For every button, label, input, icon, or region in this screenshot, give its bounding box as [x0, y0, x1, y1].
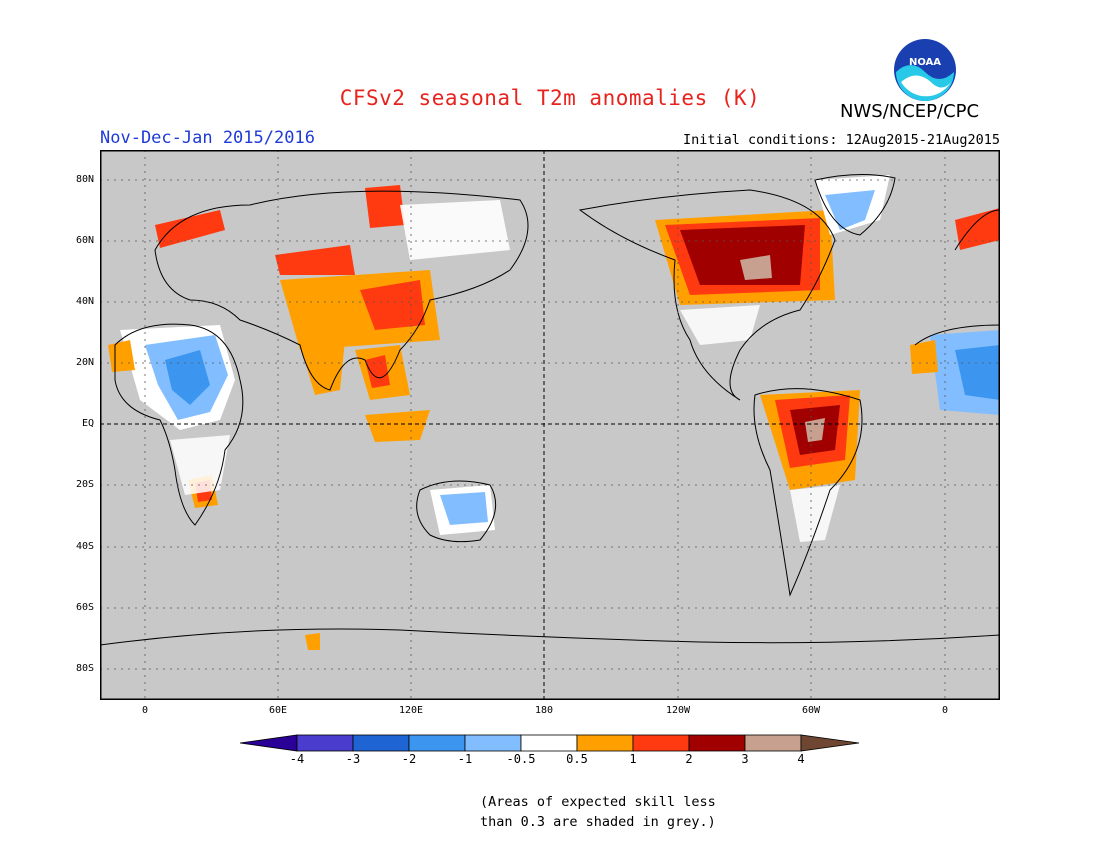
colorbar-label-1: 1 [629, 752, 637, 766]
siberia-hot [275, 245, 355, 275]
lon-label-60w: 60W [801, 705, 821, 716]
colorbar [240, 734, 860, 752]
colorbar-bin-2-3 [688, 734, 746, 752]
skill-note: (Areas of expected skill less than 0.3 a… [480, 792, 716, 832]
usa-white [680, 305, 760, 345]
australia-cool [440, 492, 488, 525]
lat-label-eq: EQ [81, 418, 94, 429]
lat-label-80n: 80N [75, 174, 94, 185]
lat-label-40n: 40N [75, 296, 94, 307]
lat-label-20n: 20N [75, 357, 94, 368]
colorbar-label-m3: -3 [345, 752, 361, 766]
lat-label-60s: 60S [75, 602, 94, 613]
scandinavia-warm-2 [955, 208, 1000, 250]
colorbar-label-05: 0.5 [566, 752, 588, 766]
canada-very-hot [680, 225, 805, 285]
noaa-logo: NOAA [894, 39, 956, 101]
africa-colder-right [955, 345, 1000, 400]
lon-label-180: 180 [534, 705, 554, 716]
colorbar-label-4: 4 [797, 752, 805, 766]
colorbar-bin-1-2 [632, 734, 690, 752]
map-frame [100, 150, 1000, 700]
lat-label-80s: 80S [75, 663, 94, 674]
colorbar-label-m4: -4 [289, 752, 305, 766]
siberia-warm-top [365, 185, 405, 228]
colorbar-bin-m1-m05 [464, 734, 522, 752]
lon-gridlines [144, 150, 946, 700]
colorbar-label-3: 3 [741, 752, 749, 766]
agency-label: NWS/NCEP/CPC [840, 101, 980, 122]
lat-gridlines [100, 179, 1000, 670]
scandinavia-warm [155, 210, 225, 248]
colorbar-label-2: 2 [685, 752, 693, 766]
colorbar-label-m05: -0.5 [506, 752, 536, 766]
lat-label-20s: 20S [75, 479, 94, 490]
colorbar-high-arrow [800, 734, 860, 752]
siberia-white [400, 200, 510, 260]
colorbar-bin-3-4 [744, 734, 802, 752]
west-africa-warm-right [910, 340, 938, 374]
sa-white [790, 485, 840, 542]
skill-note-line-2: than 0.3 are shaded in grey.) [480, 814, 716, 830]
canada-core [740, 255, 772, 280]
sa-core [805, 418, 825, 442]
colorbar-low-arrow [240, 734, 298, 752]
africa-colder-patch [165, 350, 210, 405]
greenland-cool [825, 190, 875, 230]
indonesia-warm [365, 410, 430, 442]
africa-white-south [170, 435, 230, 495]
colorbar-bin-m4-m3 [296, 734, 354, 752]
colorbar-bin-05-1 [576, 734, 634, 752]
colorbar-bin-m2-m1 [408, 734, 466, 752]
asia-hot-1 [360, 280, 425, 330]
colorbar-label-m2: -2 [401, 752, 417, 766]
lon-label-120e: 120E [398, 705, 424, 716]
lon-label-120w: 120W [665, 705, 691, 716]
lon-label-60e: 60E [268, 705, 288, 716]
lon-label-0-right: 0 [941, 705, 949, 716]
initial-conditions-label: Initial conditions: 12Aug2015-21Aug2015 [683, 132, 1000, 148]
antarctica-warm [305, 633, 320, 650]
colorbar-label-m1: -1 [457, 752, 473, 766]
se-asia-hot [365, 355, 390, 388]
colorbar-bin-neutral [520, 734, 578, 752]
season-label: Nov-Dec-Jan 2015/2016 [100, 128, 315, 148]
skill-mask-background [100, 150, 1000, 700]
chart-title: CFSv2 seasonal T2m anomalies (K) [339, 86, 761, 110]
lat-label-40s: 40S [75, 541, 94, 552]
colorbar-bin-m3-m2 [352, 734, 410, 752]
lon-label-0: 0 [141, 705, 149, 716]
svg-text:NOAA: NOAA [909, 57, 941, 68]
lat-label-60n: 60N [75, 235, 94, 246]
skill-note-line-1: (Areas of expected skill less [480, 794, 716, 810]
world-map [100, 150, 1000, 700]
coastlines [100, 173, 1000, 646]
